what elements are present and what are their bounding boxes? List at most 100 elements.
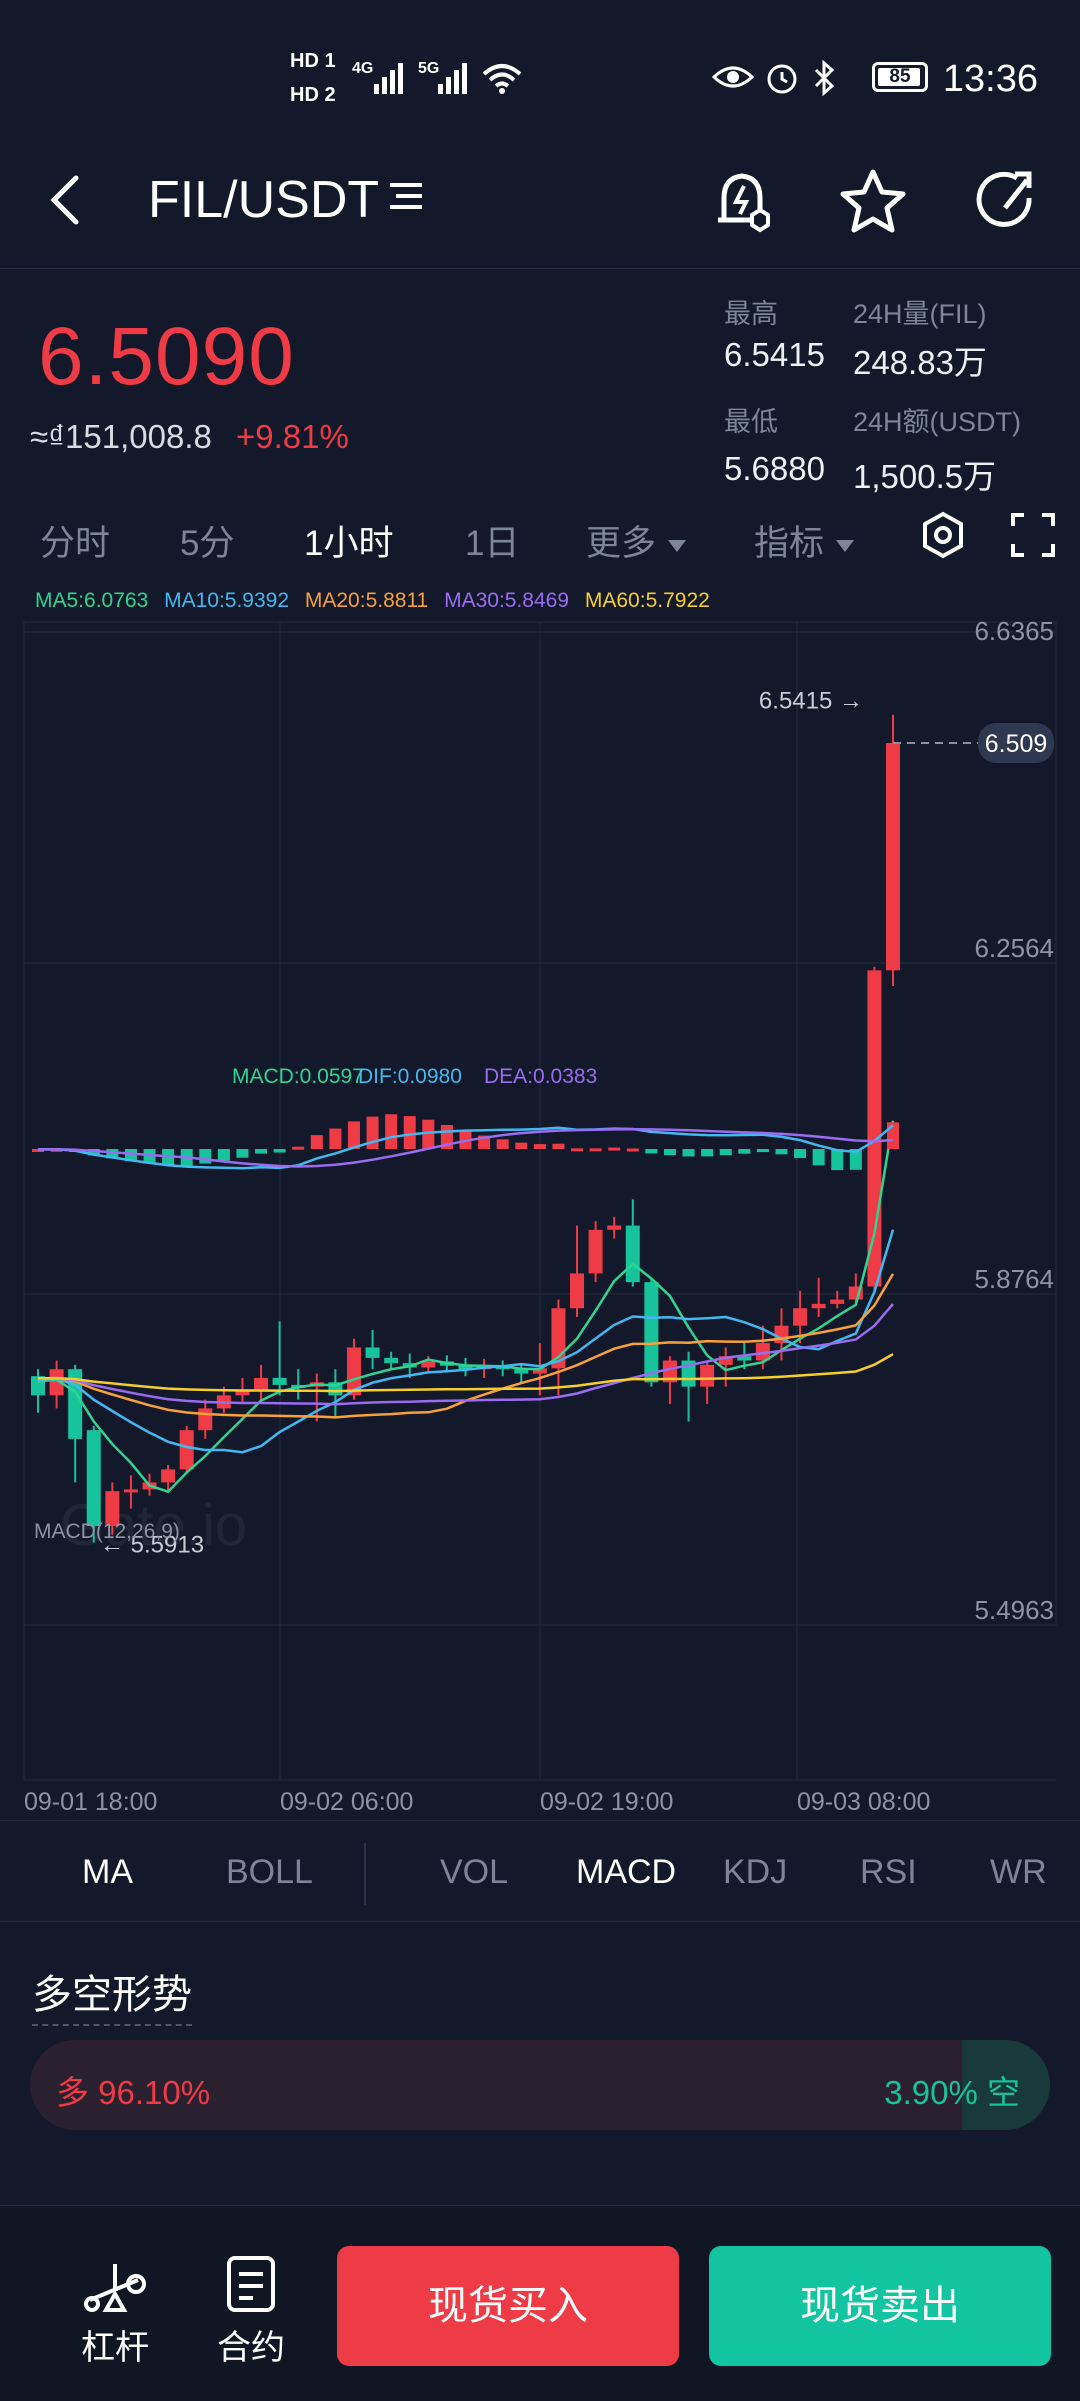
price-change: +9.81% <box>236 418 349 455</box>
candle-body <box>346 1347 361 1396</box>
macd-bar <box>255 1149 268 1154</box>
tab-kdj[interactable]: KDJ <box>723 1853 788 1891</box>
x-tick-label: 09-02 06:00 <box>280 1788 413 1816</box>
menu-icon[interactable] <box>388 177 428 217</box>
tab-indicator[interactable]: 指标 <box>754 515 855 566</box>
candle-body <box>161 1469 176 1483</box>
dea-value: DEA:0.0383 <box>484 1065 597 1088</box>
price-chart[interactable]: 6.6365 6.2564 5.8764 5.4963 09-01 18:00 09-02… <box>0 600 1080 1820</box>
candle-body <box>254 1377 269 1391</box>
tab-boll[interactable]: BOLL <box>226 1853 313 1891</box>
macd-bar <box>533 1144 546 1149</box>
amount-value: 1,500.5万 <box>853 458 997 495</box>
x-tick-label: 09-03 08:00 <box>797 1788 930 1816</box>
spot-buy-button[interactable]: 现货买入 <box>337 2246 679 2366</box>
back-icon[interactable] <box>40 170 100 230</box>
macd-bar <box>515 1142 528 1149</box>
candle-body <box>49 1369 64 1396</box>
alarm-icon <box>767 64 797 94</box>
nav-leverage[interactable]: 杠杆 <box>60 2254 170 2369</box>
sim1-badge: HD 1 <box>290 50 336 72</box>
candle-body <box>365 1347 380 1358</box>
volume-value: 248.83万 <box>853 344 987 381</box>
tab-wr[interactable]: WR <box>990 1853 1047 1891</box>
spot-sell-button[interactable]: 现货卖出 <box>709 2246 1051 2366</box>
candle-body <box>811 1303 826 1309</box>
y-tick-label: 5.8764 <box>974 1264 1054 1294</box>
current-price-badge <box>978 723 1054 764</box>
sentiment-short-label: 3.90% 空 <box>884 2074 1020 2111</box>
tab-vol[interactable]: VOL <box>440 1853 509 1891</box>
candle-body <box>179 1430 194 1470</box>
macd-bar <box>329 1128 342 1149</box>
pair-title[interactable]: FIL/USDT <box>148 171 380 229</box>
last-price: 6.5090 <box>38 311 295 402</box>
candle-body <box>718 1356 733 1365</box>
candle-body <box>867 970 882 1287</box>
candle-body <box>644 1282 659 1383</box>
dif-value: DIF:0.0980 <box>358 1065 462 1088</box>
candle-body <box>123 1489 138 1493</box>
sentiment-short-fill <box>962 2040 1050 2130</box>
candle-body <box>607 1225 622 1230</box>
macd-bar <box>626 1148 639 1152</box>
tab-macd[interactable]: MACD <box>576 1853 677 1891</box>
candle-body <box>625 1225 640 1283</box>
star-icon[interactable] <box>833 162 913 242</box>
nav-leverage-label: 杠杆 <box>81 2329 149 2367</box>
candle-body <box>755 1343 770 1361</box>
status-bar: HD 1 HD 2 4G 5G 85 13:36 <box>0 0 1080 150</box>
alert-bell-icon[interactable] <box>702 162 782 242</box>
divider <box>364 1843 366 1905</box>
tab-ma[interactable]: MA <box>82 1853 133 1891</box>
macd-bar <box>868 1148 881 1152</box>
tab-rsi[interactable]: RSI <box>860 1853 917 1891</box>
macd-bar <box>645 1149 658 1154</box>
high-value: 6.5415 <box>724 336 825 373</box>
macd-bar <box>403 1116 416 1149</box>
tab-5min[interactable]: 5分 <box>180 524 235 563</box>
tab-1hour[interactable]: 1小时 <box>304 524 394 563</box>
indicator-tabs: MA BOLL VOL MACD KDJ RSI WR <box>0 1820 1080 1922</box>
macd-bar <box>292 1146 305 1150</box>
tab-1day[interactable]: 1日 <box>465 524 520 563</box>
settings-icon[interactable] <box>918 510 968 560</box>
nav-contract-label: 合约 <box>217 2329 285 2367</box>
x-tick-label: 09-01 18:00 <box>24 1788 157 1816</box>
macd-bar <box>738 1149 751 1154</box>
ma5-value: MA5:6.0763 <box>35 589 149 612</box>
macd-bar <box>571 1148 584 1152</box>
sim2-badge: HD 2 <box>290 84 336 106</box>
dea-line <box>37 1127 894 1168</box>
tab-indicator-label: 指标 <box>754 524 825 563</box>
ma-legend: MA5:6.0763 MA10:5.9392 MA20:5.8811 MA30:… <box>35 589 720 613</box>
candle-body <box>830 1299 845 1304</box>
macd-bar <box>422 1119 435 1149</box>
macd-bar <box>682 1149 695 1157</box>
macd-bar <box>236 1149 249 1158</box>
macd-bar <box>589 1148 602 1152</box>
candle-body <box>737 1356 752 1361</box>
macd-bar <box>794 1149 807 1159</box>
candle-body <box>272 1377 287 1385</box>
tab-timeline[interactable]: 分时 <box>40 524 111 563</box>
macd-bar <box>775 1149 788 1155</box>
chevron-down-icon <box>836 539 855 552</box>
tab-more[interactable]: 更多 <box>586 515 687 566</box>
macd-bar <box>217 1149 230 1161</box>
macd-bar <box>831 1149 844 1171</box>
candle-body <box>458 1365 473 1370</box>
ma5-line <box>37 1120 895 1494</box>
candle-body <box>793 1308 808 1326</box>
volume-label: 24H量(FIL) <box>853 299 987 329</box>
current-price-label: 6.509 <box>985 730 1048 758</box>
macd-bar <box>756 1149 769 1153</box>
fullscreen-icon[interactable] <box>1010 512 1056 558</box>
nav-contract[interactable]: 合约 <box>196 2254 306 2369</box>
macd-bar <box>701 1149 714 1157</box>
signal-icon <box>374 63 403 94</box>
contract-icon <box>227 2256 275 2312</box>
app-header: FIL/USDT <box>0 150 1080 269</box>
candle-body <box>886 743 900 971</box>
refresh-icon[interactable] <box>965 162 1045 242</box>
